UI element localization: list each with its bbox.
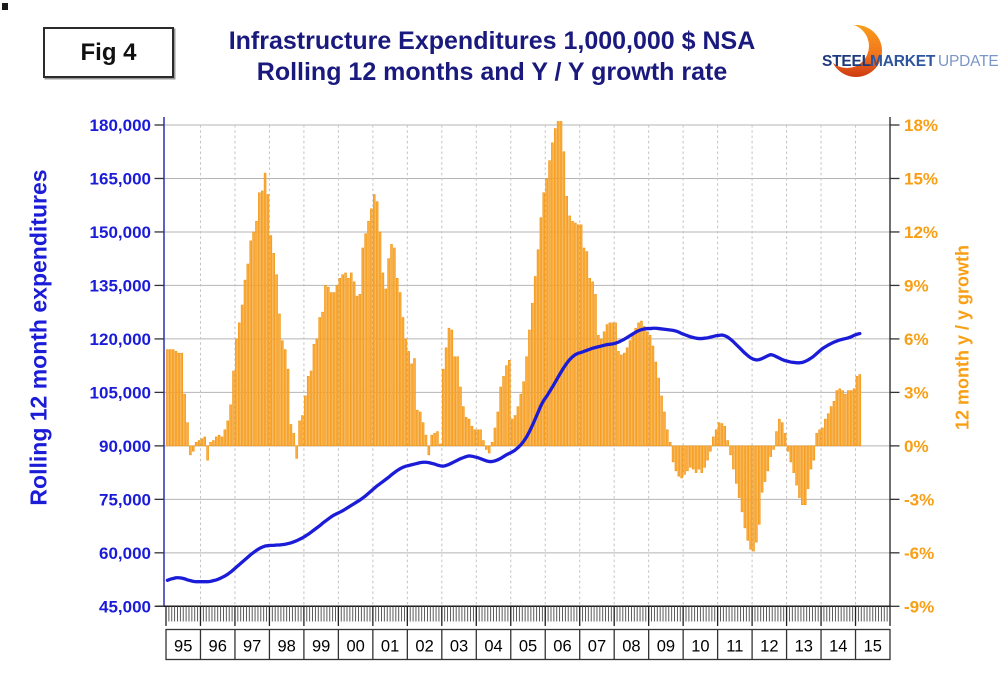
- svg-text:98: 98: [277, 638, 295, 656]
- growth-bars: [166, 121, 862, 552]
- svg-text:150,000: 150,000: [90, 223, 151, 242]
- year-label-row: 95 96 97 98 99 00 01 02 03 04 05 06 07 08 09 10 11 12 13 14…: [165, 628, 891, 661]
- svg-text:07: 07: [588, 638, 606, 656]
- svg-text:13: 13: [795, 638, 813, 656]
- svg-text:12%: 12%: [904, 223, 938, 242]
- svg-text:120,000: 120,000: [90, 330, 151, 349]
- right-axis-ticks-labels: 18% 15% 12% 9% 6% 3% 0% -3% -6% -9%: [890, 116, 938, 616]
- svg-text:99: 99: [312, 638, 330, 656]
- svg-text:-9%: -9%: [904, 597, 934, 616]
- svg-text:90,000: 90,000: [99, 437, 151, 456]
- svg-text:-3%: -3%: [904, 490, 934, 509]
- svg-text:18%: 18%: [904, 116, 938, 135]
- svg-text:04: 04: [484, 638, 502, 656]
- svg-text:15: 15: [864, 638, 882, 656]
- svg-text:96: 96: [209, 638, 227, 656]
- svg-text:95: 95: [174, 638, 192, 656]
- svg-text:3%: 3%: [904, 383, 929, 402]
- svg-text:08: 08: [622, 638, 640, 656]
- svg-text:02: 02: [415, 638, 433, 656]
- logo-word-update: UPDATE: [938, 53, 999, 70]
- svg-text:45,000: 45,000: [99, 597, 151, 616]
- figure-number-box: Fig 4: [43, 27, 174, 78]
- svg-text:15%: 15%: [904, 169, 938, 188]
- year-tick-marks: [165, 606, 891, 626]
- svg-text:0%: 0%: [904, 437, 929, 456]
- svg-text:06: 06: [553, 638, 571, 656]
- left-axis-ticks-labels: 180,000 165,000 150,000 135,000 120,000 105,0…: [90, 116, 164, 616]
- svg-text:11: 11: [726, 638, 743, 656]
- svg-text:6%: 6%: [904, 330, 929, 349]
- logo-word-market: MARKET: [870, 53, 936, 70]
- svg-text:60,000: 60,000: [99, 544, 151, 563]
- svg-text:135,000: 135,000: [90, 276, 151, 295]
- svg-text:105,000: 105,000: [90, 383, 151, 402]
- chart-title: Infrastructure Expenditures 1,000,000 $ …: [168, 26, 816, 88]
- svg-text:10: 10: [691, 638, 709, 656]
- svg-text:75,000: 75,000: [99, 490, 151, 509]
- svg-text:12: 12: [760, 638, 778, 656]
- svg-text:03: 03: [450, 638, 468, 656]
- svg-text:01: 01: [381, 638, 399, 656]
- svg-text:9%: 9%: [904, 276, 929, 295]
- svg-text:14: 14: [829, 638, 847, 656]
- svg-text:165,000: 165,000: [90, 169, 151, 188]
- svg-text:05: 05: [519, 638, 537, 656]
- steel-market-update-logo: STEEL MARKET UPDATE: [822, 22, 999, 84]
- chart-title-line1: Infrastructure Expenditures 1,000,000 $ …: [228, 27, 756, 55]
- monthly-tick-marks: [165, 606, 891, 622]
- svg-text:180,000: 180,000: [90, 116, 151, 135]
- corner-artifact: [2, 3, 8, 10]
- expenditures-line: [165, 326, 862, 584]
- figure-number-label: Fig 4: [80, 38, 137, 66]
- svg-text:-6%: -6%: [904, 544, 934, 563]
- svg-text:97: 97: [243, 638, 261, 656]
- vertical-year-gridlines: [199, 125, 857, 607]
- svg-text:09: 09: [657, 638, 675, 656]
- logo-word-steel: STEEL: [822, 53, 871, 70]
- svg-text:00: 00: [346, 638, 364, 656]
- logo-crescent-icon: [825, 24, 882, 77]
- chart-title-line2: Rolling 12 months and Y / Y growth rate: [256, 58, 728, 86]
